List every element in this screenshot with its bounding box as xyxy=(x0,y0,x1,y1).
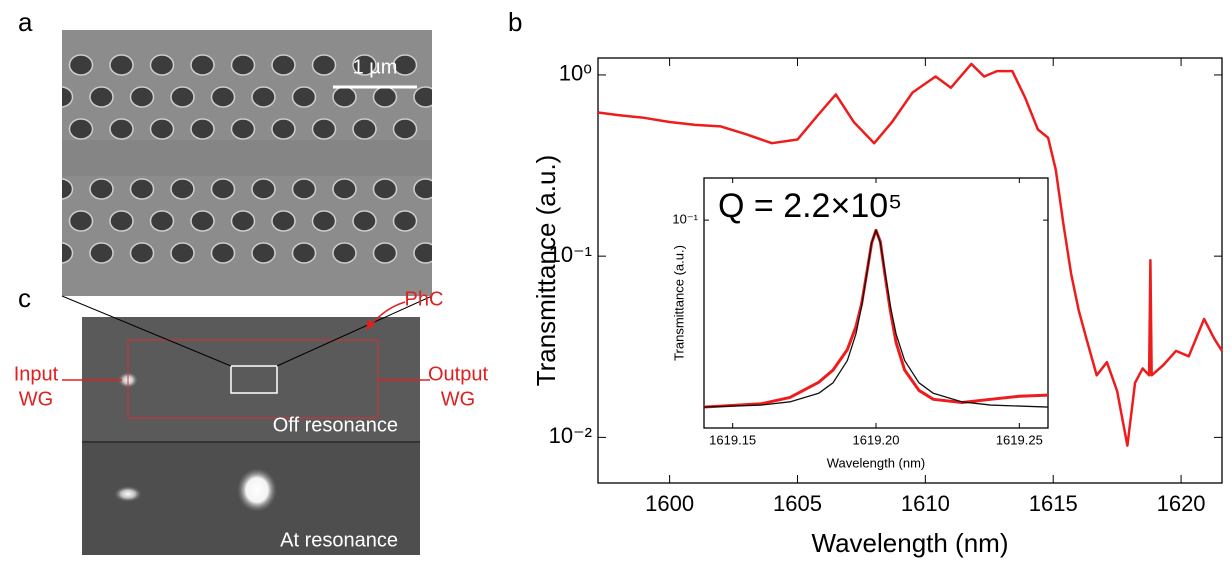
zoom-line xyxy=(61,295,232,367)
hole xyxy=(129,86,155,108)
hole xyxy=(210,178,236,200)
panel-label: c xyxy=(18,283,31,313)
hole xyxy=(170,178,195,200)
hole xyxy=(372,178,398,200)
hole xyxy=(109,210,134,232)
hole xyxy=(68,210,94,232)
zoom-line xyxy=(276,295,433,367)
hole xyxy=(332,86,357,108)
hole xyxy=(291,178,317,200)
hole xyxy=(89,86,114,108)
hole xyxy=(68,118,94,140)
x-tick-label: 1605 xyxy=(773,491,822,516)
hole xyxy=(413,86,432,108)
input-label: Input xyxy=(14,363,59,385)
annotation: Q = 2.2×10⁵ xyxy=(718,187,902,225)
hole xyxy=(413,242,432,264)
hole xyxy=(271,210,296,232)
y-axis-label: Transmittance (a.u.) xyxy=(531,155,561,387)
hole xyxy=(149,118,175,140)
plot-area xyxy=(703,177,1049,429)
state-label: At resonance xyxy=(280,529,398,551)
input-label: WG xyxy=(19,388,53,410)
hole xyxy=(89,178,114,200)
hole xyxy=(109,54,134,76)
hole xyxy=(89,242,114,264)
phc-label: PhC xyxy=(405,288,444,310)
x-tick-label: 1620 xyxy=(1157,491,1206,516)
hole xyxy=(392,210,418,232)
x-tick-label: 1619.25 xyxy=(996,432,1043,447)
panel-label: a xyxy=(18,7,33,37)
hole xyxy=(109,118,134,140)
arrowhead xyxy=(366,319,375,330)
hole xyxy=(230,54,256,76)
hole xyxy=(434,211,457,231)
hole xyxy=(413,178,432,200)
y-tick-label: 10⁻² xyxy=(549,423,592,448)
hole xyxy=(291,242,317,264)
y-tick-label: 10⁻¹ xyxy=(549,242,592,267)
x-axis-label: Wavelength (nm) xyxy=(812,528,1009,558)
holes xyxy=(62,54,457,264)
hole xyxy=(251,86,276,108)
output-label: WG xyxy=(441,388,475,410)
hole xyxy=(210,86,236,108)
hole xyxy=(352,210,377,232)
y-tick-label: 10⁻¹ xyxy=(672,212,698,227)
data-line xyxy=(597,62,1224,447)
hole xyxy=(251,242,276,264)
hole xyxy=(230,210,256,232)
panel-label: b xyxy=(508,7,522,37)
hole xyxy=(271,54,296,76)
hole xyxy=(352,54,377,76)
hole xyxy=(434,119,457,139)
data-line xyxy=(703,229,1049,408)
hole xyxy=(392,54,418,76)
hole xyxy=(129,242,155,264)
hole xyxy=(372,86,398,108)
x-tick-label: 1619.20 xyxy=(853,432,900,447)
state-label: Off resonance xyxy=(273,414,398,436)
hole xyxy=(62,178,74,200)
hole xyxy=(392,118,418,140)
y-axis-label: Transmittance (a.u.) xyxy=(671,245,686,361)
hole xyxy=(170,86,195,108)
x-tick-label: 1600 xyxy=(645,491,694,516)
x-tick-label: 1619.15 xyxy=(709,432,756,447)
hole xyxy=(190,118,215,140)
hole xyxy=(129,178,155,200)
hole xyxy=(291,86,317,108)
hole xyxy=(251,178,276,200)
hole xyxy=(62,86,74,108)
hole xyxy=(190,210,215,232)
hole xyxy=(372,242,398,264)
hole xyxy=(311,210,337,232)
camera-image xyxy=(82,317,420,555)
hole xyxy=(149,54,175,76)
output-label: Output xyxy=(428,363,488,385)
hole xyxy=(271,118,296,140)
hole xyxy=(352,118,377,140)
hole xyxy=(434,55,457,75)
hole xyxy=(190,54,215,76)
scale-label: 1 µm xyxy=(353,56,398,78)
hole xyxy=(170,242,195,264)
sem-image xyxy=(62,30,457,296)
x-axis-label: Wavelength (nm) xyxy=(827,455,926,470)
hole xyxy=(332,178,357,200)
hole xyxy=(311,118,337,140)
hole xyxy=(311,54,337,76)
hole xyxy=(332,242,357,264)
x-tick-label: 1610 xyxy=(901,491,950,516)
y-tick-label: 10⁰ xyxy=(559,61,592,86)
hole xyxy=(230,118,256,140)
hole xyxy=(210,242,236,264)
hole xyxy=(62,242,74,264)
hole xyxy=(68,54,94,76)
hole xyxy=(149,210,175,232)
x-tick-label: 1615 xyxy=(1029,491,1078,516)
